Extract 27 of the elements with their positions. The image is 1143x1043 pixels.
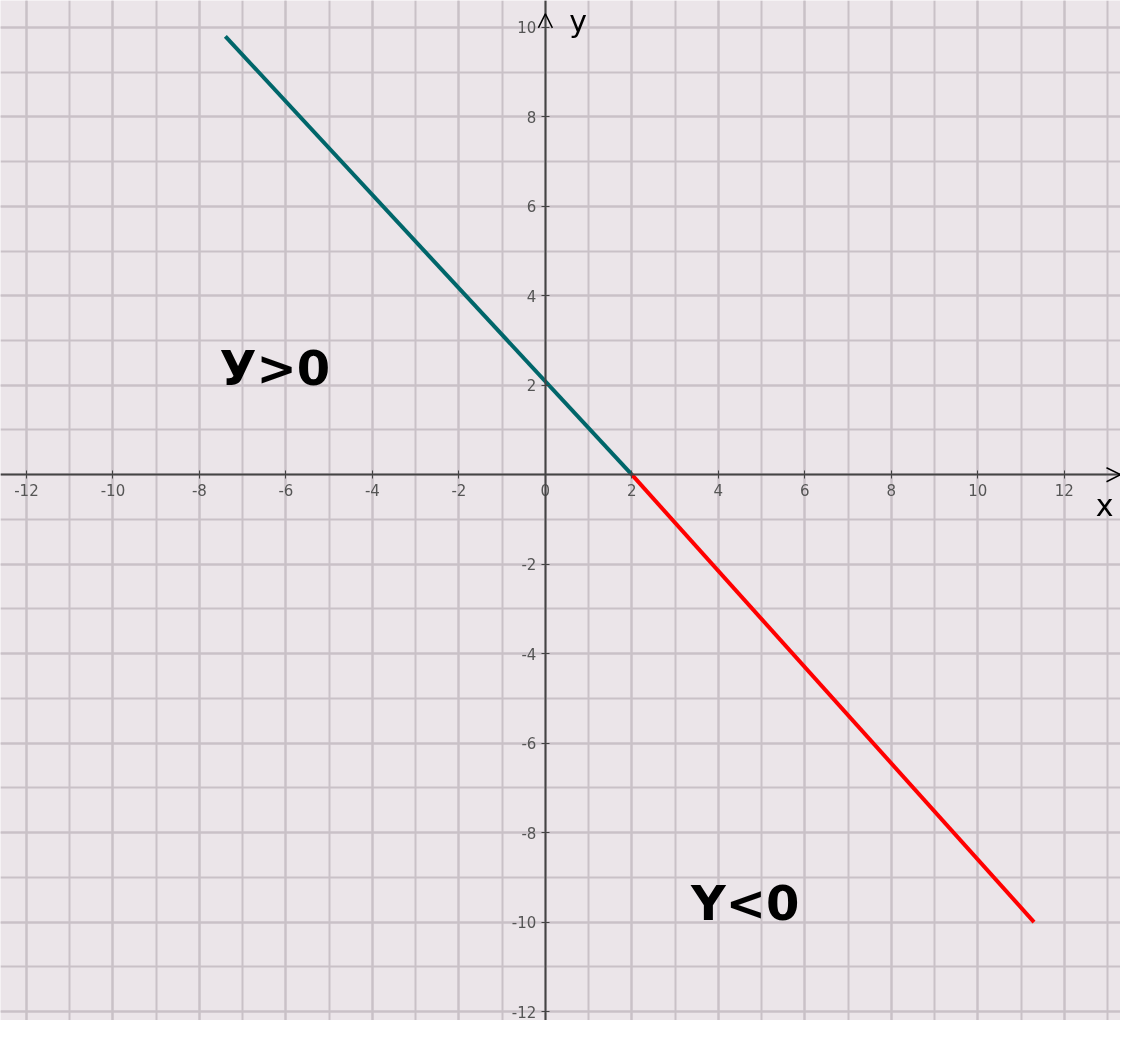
x-tick-label: -12: [14, 481, 39, 500]
x-tick-label: -4: [364, 481, 380, 500]
y-tick-label: -12: [511, 1003, 537, 1022]
y-tick-label: -6: [521, 735, 537, 754]
annotation: У>0: [219, 339, 331, 396]
x-tick-label: -2: [451, 481, 467, 500]
y-tick-label: -4: [521, 645, 537, 664]
y-tick-label: 6: [526, 198, 537, 217]
x-tick-label: 8: [886, 481, 897, 500]
x-axis-title: x: [1095, 487, 1114, 523]
y-tick-label: -8: [521, 824, 537, 843]
x-tick-label: 12: [1054, 481, 1074, 500]
x-tick-label: -6: [278, 481, 294, 500]
x-tick-label: -8: [191, 481, 207, 500]
y-axis-title: y: [569, 3, 588, 39]
y-tick-label: 4: [526, 287, 537, 306]
x-tick-label: 6: [800, 481, 810, 500]
y-tick-label: -2: [521, 556, 537, 575]
y-tick-label: 10: [517, 19, 537, 38]
x-tick-label: -10: [100, 481, 126, 500]
annotation: Y<0: [690, 875, 800, 932]
y-tick-label: 2: [526, 377, 537, 396]
y-tick-label: 8: [526, 108, 537, 127]
x-tick-label: 4: [713, 481, 724, 500]
x-tick-label: 10: [968, 481, 988, 500]
y-tick-label: -10: [511, 914, 537, 933]
x-tick-label: 2: [627, 481, 637, 500]
